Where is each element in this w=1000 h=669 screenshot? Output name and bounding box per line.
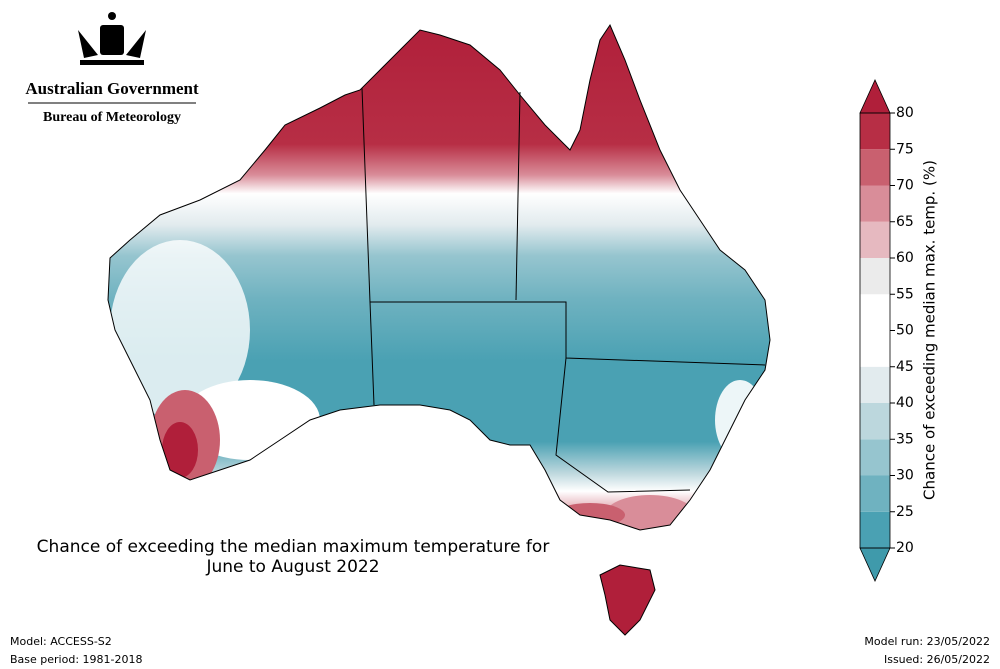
colorbar-tick-label: 35	[896, 431, 914, 447]
colorbar-segment	[860, 439, 890, 476]
issued-date: Issued: 26/05/2022	[884, 653, 990, 666]
colorbar-extend-low	[859, 547, 891, 582]
colorbar-segment	[860, 403, 890, 440]
colorbar-segment	[860, 294, 890, 331]
colorbar-segment	[860, 511, 890, 548]
colorbar-segment	[860, 330, 890, 367]
colorbar-segment	[860, 475, 890, 512]
government-name: Australian Government	[25, 79, 199, 98]
colorbar: 20 25 30 35 40 45 50 55 60 65 70 75 80	[859, 79, 914, 582]
colorbar-tick-label: 65	[896, 214, 914, 230]
colorbar-segment	[860, 366, 890, 403]
model-label: Model: ACCESS-S2	[10, 635, 112, 648]
coastline	[107, 23, 771, 636]
colorbar-segment	[860, 221, 890, 258]
colorbar-extend-high	[859, 79, 891, 114]
colorbar-tick-label: 25	[896, 504, 914, 520]
colorbar-tick-label: 20	[896, 540, 914, 556]
base-period: Base period: 1981-2018	[10, 653, 142, 666]
colorbar-tick-label: 40	[896, 395, 914, 411]
colorbar-tick-label: 55	[896, 286, 914, 302]
colorbar-tick-label: 30	[896, 468, 914, 484]
colorbar-tick-label: 80	[896, 105, 914, 121]
colorbar-label: Chance of exceeding median max. temp. (%…	[921, 160, 939, 500]
coat-of-arms	[78, 12, 146, 65]
model-run: Model run: 23/05/2022	[864, 635, 990, 648]
colorbar-segment	[860, 258, 890, 295]
colorbar-segment	[860, 149, 890, 186]
colorbar-segment	[860, 113, 890, 150]
colorbar-tick-label: 50	[896, 323, 914, 339]
agency-name: Bureau of Meteorology	[43, 110, 181, 125]
map-title: Chance of exceeding the median maximum t…	[37, 537, 550, 557]
map-title: June to August 2022	[205, 557, 379, 577]
colorbar-tick-label: 60	[896, 250, 914, 266]
colorbar-tick-label: 75	[896, 141, 914, 157]
colorbar-segment	[860, 185, 890, 222]
colorbar-tick-label: 70	[896, 178, 914, 194]
colorbar-tick-label: 45	[896, 359, 914, 375]
state-borders	[361, 87, 766, 493]
